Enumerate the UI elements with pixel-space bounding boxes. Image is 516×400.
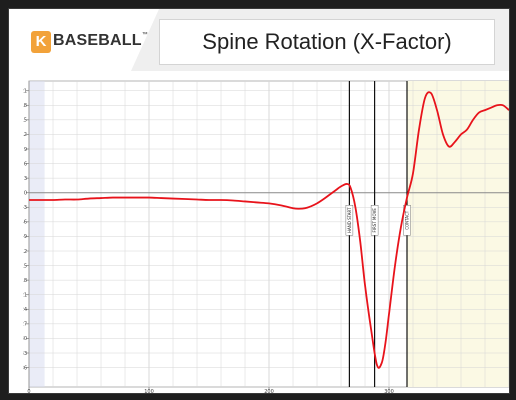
y-tick-label: -6 [23,220,27,226]
x-tick-label: 0 [27,389,30,393]
brand-logo-text: BASEBALL™ [53,32,148,50]
y-tick-label: -3 [23,205,27,211]
k-logo-icon: K [31,31,51,53]
chart-title: Spine Rotation (X-Factor) [202,29,452,54]
y-tick-label: 12 [23,132,27,138]
event-label-box [345,205,354,236]
y-tick-label: 3 [24,176,27,182]
left-shaded-band [29,81,45,387]
x-tick-label: 200 [264,389,274,393]
y-tick-label: 18 [23,103,27,109]
y-tick-label: -24 [23,307,27,313]
x-tick-label: 100 [144,389,154,393]
y-tick-label: 6 [24,161,27,167]
chart-panel: K BASEBALL™ Spine Rotation (X-Factor) 21… [8,8,510,395]
y-tick-label: 21 [23,89,27,95]
y-tick-label: -33 [23,351,27,357]
y-tick-label: 9 [24,147,27,153]
line-chart-svg: 21 18 15 12 9 6 3 0 -3 -6 -9 -12 -15 -18 -21 -24 -27 -30 -… [19,80,510,395]
y-tick-label: -18 [23,278,27,284]
right-shaded-band [407,81,509,387]
event-label-box [370,205,379,236]
logo-panel: K BASEBALL™ [9,9,159,71]
y-tick-label: -12 [23,249,27,255]
header-bar: K BASEBALL™ Spine Rotation (X-Factor) [9,9,509,71]
plot-area: 21 18 15 12 9 6 3 0 -3 -6 -9 -12 -15 -18 -21 -24 -27 -30 -… [19,77,510,395]
brand-name: BASEBALL [53,32,142,49]
event-label: CONTACT [405,210,410,230]
event-label: HAND START [347,207,352,233]
x-tick-label: 300 [384,389,394,393]
y-tick-label: -30 [23,336,27,342]
y-tick-label: -36 [23,365,27,371]
y-tick-label: 15 [23,118,27,124]
y-tick-label: 0 [24,191,27,197]
trademark-mark: ™ [141,32,148,38]
y-tick-label: -21 [23,293,27,299]
event-label: FIRST MOVE [372,208,377,233]
event-label-box [403,205,411,236]
y-tick-label: -15 [23,263,27,269]
y-tick-label: -9 [23,234,27,240]
title-box: Spine Rotation (X-Factor) [159,19,495,65]
y-tick-label: -27 [23,322,27,328]
